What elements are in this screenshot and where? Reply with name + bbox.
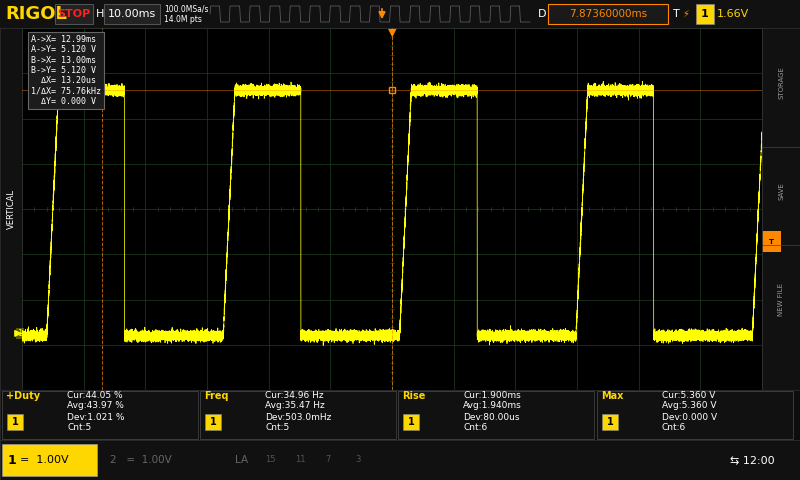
Text: Dev:1.021 %: Dev:1.021 % (67, 412, 125, 421)
Text: D: D (538, 9, 546, 19)
Text: 1: 1 (606, 417, 614, 427)
Text: 3: 3 (355, 456, 360, 465)
Text: NEW FILE: NEW FILE (778, 283, 784, 316)
Text: 1.66V: 1.66V (717, 9, 750, 19)
Text: RIGOL: RIGOL (5, 5, 67, 23)
Text: 1: 1 (408, 417, 414, 427)
Text: ⚡: ⚡ (682, 9, 689, 19)
Text: Cur:44.05 %: Cur:44.05 % (67, 392, 122, 400)
Text: 7: 7 (325, 456, 330, 465)
FancyBboxPatch shape (597, 391, 793, 439)
Text: Avg:35.47 Hz: Avg:35.47 Hz (265, 401, 325, 410)
FancyBboxPatch shape (403, 414, 419, 430)
FancyBboxPatch shape (7, 414, 23, 430)
Text: 1: 1 (12, 417, 18, 427)
Text: H: H (96, 9, 104, 19)
Text: 1: 1 (8, 454, 17, 467)
Text: T: T (769, 239, 774, 245)
Text: 7.87360000ms: 7.87360000ms (569, 9, 647, 19)
Text: LA: LA (235, 455, 248, 465)
Text: Dev:503.0mHz: Dev:503.0mHz (265, 412, 331, 421)
Text: 11: 11 (295, 456, 306, 465)
Text: 15: 15 (265, 456, 275, 465)
Text: 10.00ms: 10.00ms (108, 9, 156, 19)
FancyBboxPatch shape (2, 391, 198, 439)
FancyBboxPatch shape (205, 414, 221, 430)
Text: Dev:80.00us: Dev:80.00us (463, 412, 519, 421)
FancyBboxPatch shape (398, 391, 594, 439)
Text: Cur:5.360 V: Cur:5.360 V (662, 392, 715, 400)
Text: Rise: Rise (402, 391, 426, 401)
Text: Cur:1.900ms: Cur:1.900ms (463, 392, 521, 400)
Text: Cnt:6: Cnt:6 (662, 423, 686, 432)
Text: ▼: ▼ (388, 28, 396, 38)
FancyBboxPatch shape (200, 391, 396, 439)
Text: Cnt:5: Cnt:5 (265, 423, 290, 432)
Text: 100.0MSa/s: 100.0MSa/s (164, 4, 209, 13)
Text: 2   =  1.00V: 2 = 1.00V (110, 455, 172, 465)
Text: Freq: Freq (204, 391, 229, 401)
Text: +Duty: +Duty (6, 391, 40, 401)
Text: =  1.00V: = 1.00V (20, 455, 69, 465)
Text: Avg:1.940ms: Avg:1.940ms (463, 401, 522, 410)
Text: Max: Max (601, 391, 623, 401)
FancyBboxPatch shape (602, 414, 618, 430)
Text: SAVE: SAVE (778, 182, 784, 200)
Text: Cur:34.96 Hz: Cur:34.96 Hz (265, 392, 324, 400)
Text: Cnt:6: Cnt:6 (463, 423, 487, 432)
Text: T: T (673, 9, 680, 19)
FancyBboxPatch shape (55, 4, 93, 24)
Text: VERTICAL: VERTICAL (6, 189, 15, 229)
Text: STOP: STOP (58, 9, 90, 19)
Text: A->X= 12.99ms
A->Y= 5.120 V
B->X= 13.00ms
B->Y= 5.120 V
  ΔX= 13.20us
1/ΔX= 75.7: A->X= 12.99ms A->Y= 5.120 V B->X= 13.00m… (31, 35, 102, 106)
Text: Avg:5.360 V: Avg:5.360 V (662, 401, 717, 410)
Text: ⇆ 12:00: ⇆ 12:00 (730, 455, 774, 465)
Text: STORAGE: STORAGE (778, 66, 784, 99)
Bar (762, 231, 781, 252)
Text: 14.0M pts: 14.0M pts (164, 14, 202, 24)
Text: Avg:43.97 %: Avg:43.97 % (67, 401, 124, 410)
Text: 1: 1 (18, 329, 22, 338)
Text: 1: 1 (701, 9, 709, 19)
FancyBboxPatch shape (2, 444, 97, 476)
Text: 1: 1 (210, 417, 216, 427)
Text: Cnt:5: Cnt:5 (67, 423, 91, 432)
Text: Dev:0.000 V: Dev:0.000 V (662, 412, 717, 421)
FancyBboxPatch shape (696, 4, 714, 24)
FancyBboxPatch shape (104, 4, 160, 24)
FancyBboxPatch shape (548, 4, 668, 24)
